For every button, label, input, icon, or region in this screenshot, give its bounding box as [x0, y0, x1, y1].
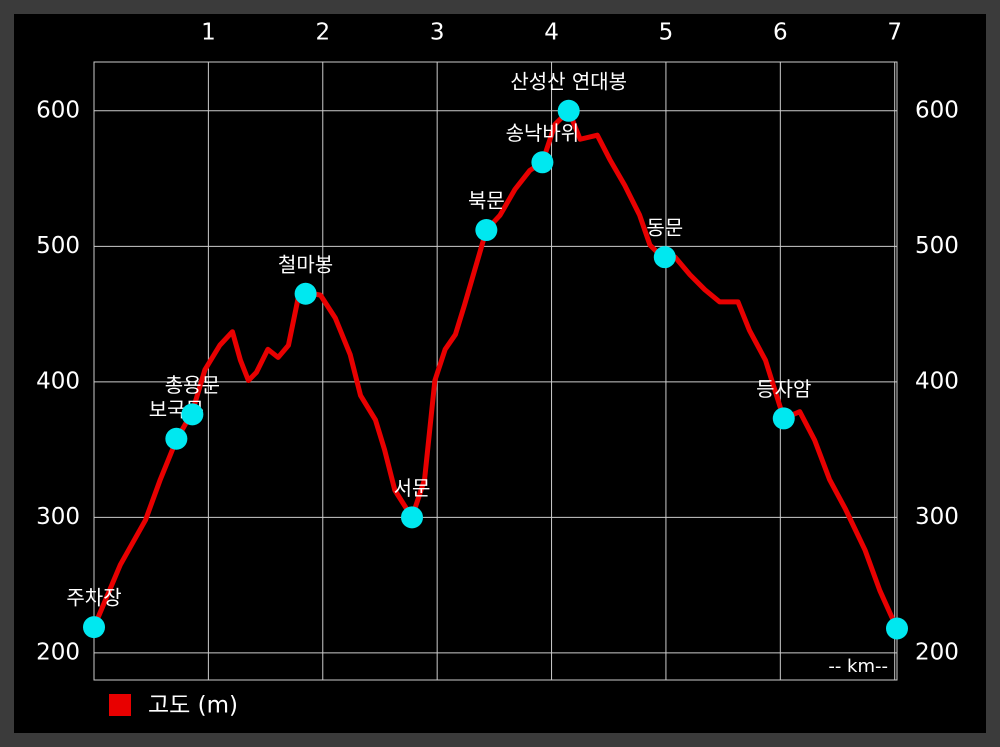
x-tick-label: 7	[887, 20, 902, 46]
waypoint-label: 서문	[394, 476, 431, 500]
waypoint-marker	[83, 616, 105, 639]
waypoint-label: 철마봉	[278, 252, 333, 276]
x-tick-label: 2	[315, 20, 330, 46]
y-tick-label: 600	[36, 97, 80, 123]
legend-label: 고도 (m)	[148, 693, 238, 719]
x-tick-label: 5	[659, 20, 674, 46]
chart-background	[14, 14, 986, 733]
waypoint-label: 주차장	[66, 586, 121, 610]
waypoint-marker	[475, 219, 498, 242]
y-tick-label: 500	[36, 233, 80, 259]
waypoint-label: 등자암	[756, 377, 811, 401]
plot-frame	[93, 61, 898, 681]
waypoint-marker	[557, 99, 580, 122]
waypoint-marker	[181, 403, 204, 426]
waypoint-label: 북문	[468, 189, 505, 213]
x-tick-label: 3	[430, 20, 445, 46]
waypoint-label: 송낙바위	[506, 121, 580, 145]
legend-swatch	[109, 694, 131, 716]
waypoint-marker	[165, 427, 188, 450]
elevation-line	[91, 108, 900, 630]
waypoint-marker	[531, 151, 554, 174]
x-tick-label: 6	[773, 20, 788, 46]
y-tick-label: 300	[36, 504, 80, 530]
x-axis-label: -- km--	[828, 656, 888, 677]
waypoint-marker	[772, 407, 795, 430]
y2-tick-label: 500	[915, 233, 959, 259]
x-tick-label: 1	[201, 20, 216, 46]
waypoint-label: 총용문	[165, 373, 220, 397]
waypoint-label: 산성산 연대봉	[510, 69, 627, 93]
y2-tick-label: 400	[915, 368, 959, 394]
y2-tick-label: 300	[915, 504, 959, 530]
y-tick-label: 200	[36, 639, 80, 665]
waypoint-marker	[294, 282, 317, 305]
y2-tick-label: 600	[915, 97, 959, 123]
y-tick-label: 400	[36, 368, 80, 394]
waypoint-marker	[400, 506, 423, 529]
x-tick-label: 4	[544, 20, 559, 46]
waypoint-marker	[886, 617, 908, 640]
y2-tick-label: 200	[915, 639, 959, 665]
waypoint-marker	[653, 246, 676, 269]
waypoint-label: 동문	[646, 216, 683, 240]
